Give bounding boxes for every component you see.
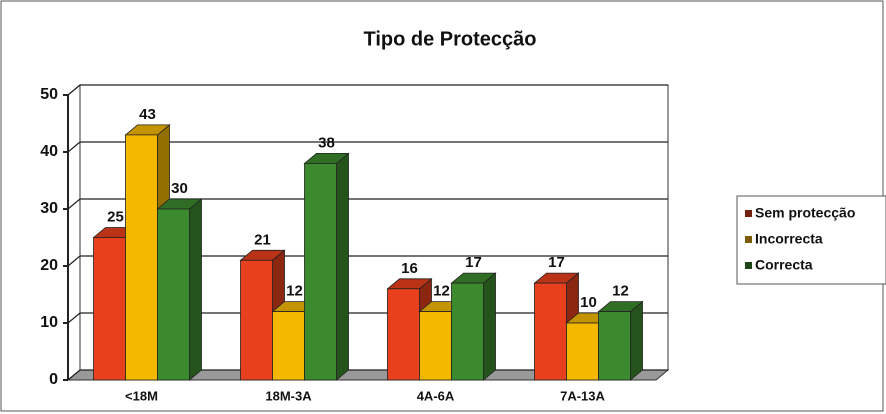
- legend-swatch: [745, 236, 752, 243]
- data-label: 12: [286, 283, 303, 300]
- data-label: 12: [433, 283, 450, 300]
- y-tick-label: 50: [40, 86, 58, 103]
- grid-line: [67, 255, 668, 267]
- side-wall: [67, 83, 81, 382]
- bar-side: [630, 300, 643, 381]
- legend-swatch: [745, 210, 752, 217]
- y-tick-label: 40: [40, 143, 58, 160]
- x-tick-label: 18M-3A: [265, 388, 312, 403]
- bar: [240, 259, 273, 381]
- data-label: 30: [171, 180, 188, 197]
- grid-line: [67, 141, 668, 153]
- bar: [125, 134, 158, 381]
- legend-swatch: [745, 262, 752, 269]
- data-label: 12: [612, 283, 629, 300]
- bar: [304, 162, 337, 381]
- bar: [534, 282, 567, 381]
- bar: [598, 311, 631, 381]
- data-label: 10: [580, 294, 597, 311]
- bar: [272, 311, 305, 381]
- bar: [451, 282, 484, 381]
- legend-label: Correcta: [755, 257, 813, 273]
- bar: [387, 288, 420, 381]
- bar: [157, 208, 190, 381]
- data-label: 17: [465, 254, 482, 271]
- legend-box: [736, 195, 886, 285]
- bar-side: [336, 152, 349, 381]
- x-tick-label: <18M: [125, 388, 158, 403]
- data-label: 25: [107, 208, 124, 225]
- x-tick-label: 7A-13A: [560, 388, 605, 403]
- data-label: 17: [548, 254, 565, 271]
- data-label: 43: [139, 106, 156, 123]
- bar: [566, 322, 599, 381]
- y-tick-label: 0: [49, 371, 58, 388]
- x-tick-label: 4A-6A: [417, 388, 455, 403]
- data-label: 16: [401, 260, 418, 277]
- bar-side: [483, 272, 496, 381]
- bar: [419, 311, 452, 381]
- legend-label: Sem protecção: [755, 205, 855, 221]
- bar-side: [189, 198, 202, 381]
- data-label: 21: [254, 231, 271, 248]
- bar: [93, 237, 126, 381]
- y-tick-label: 30: [40, 200, 58, 217]
- grid-line: [67, 84, 668, 96]
- chart-title: Tipo de Protecção: [363, 28, 536, 50]
- legend-label: Incorrecta: [755, 231, 823, 247]
- grid-line: [67, 198, 668, 210]
- data-label: 38: [318, 134, 335, 151]
- y-tick-label: 20: [40, 257, 58, 274]
- y-tick-label: 10: [40, 314, 58, 331]
